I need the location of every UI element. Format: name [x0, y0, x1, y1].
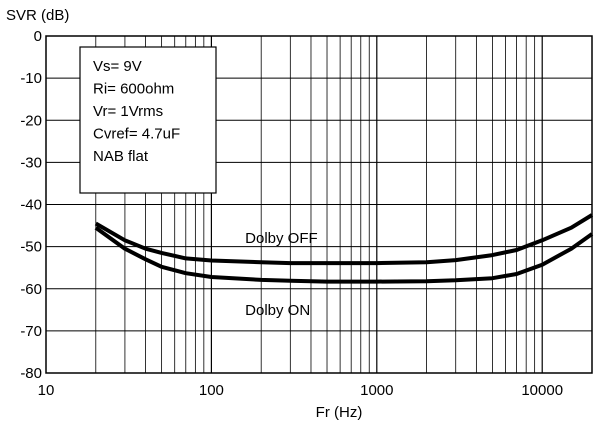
condition-line: Cvref= 4.7uF — [93, 126, 180, 143]
conditions-box-frame — [79, 46, 217, 194]
series-line — [94, 213, 594, 266]
y-tick-label: -70 — [20, 323, 42, 340]
y-tick-label: 0 — [34, 28, 42, 45]
y-tick-label: -20 — [20, 112, 42, 129]
conditions-box: Vs= 9V Ri= 600ohm Vr= 1Vrms Cvref= 4.7uF… — [79, 46, 217, 194]
series-layer — [94, 213, 594, 284]
condition-line: Vs= 9V — [93, 58, 142, 75]
plot-frame — [45, 35, 593, 374]
condition-line: NAB flat — [93, 148, 149, 165]
y-tick-label: -80 — [20, 365, 42, 382]
y-tick-label: -50 — [20, 239, 42, 256]
y-tick-label: -60 — [20, 281, 42, 298]
x-tick-label: 1000 — [360, 382, 393, 399]
series-label: Dolby ON — [245, 302, 310, 319]
x-axis-title: Fr (Hz) — [316, 404, 363, 421]
x-tick-label: 100 — [199, 382, 224, 399]
y-tick-label: -10 — [20, 70, 42, 87]
x-tick-label: 10 — [38, 382, 55, 399]
y-tick-label: -30 — [20, 154, 42, 171]
series-line — [94, 226, 594, 284]
x-tick-label: 10000 — [521, 382, 563, 399]
condition-line: Ri= 600ohm — [93, 81, 174, 98]
series-label: Dolby OFF — [245, 230, 318, 247]
y-tick-label: -40 — [20, 197, 42, 214]
y-axis-title: SVR (dB) — [6, 7, 69, 24]
series-labels: Dolby OFF Dolby ON — [245, 230, 318, 319]
condition-line: Vr= 1Vrms — [93, 103, 163, 120]
